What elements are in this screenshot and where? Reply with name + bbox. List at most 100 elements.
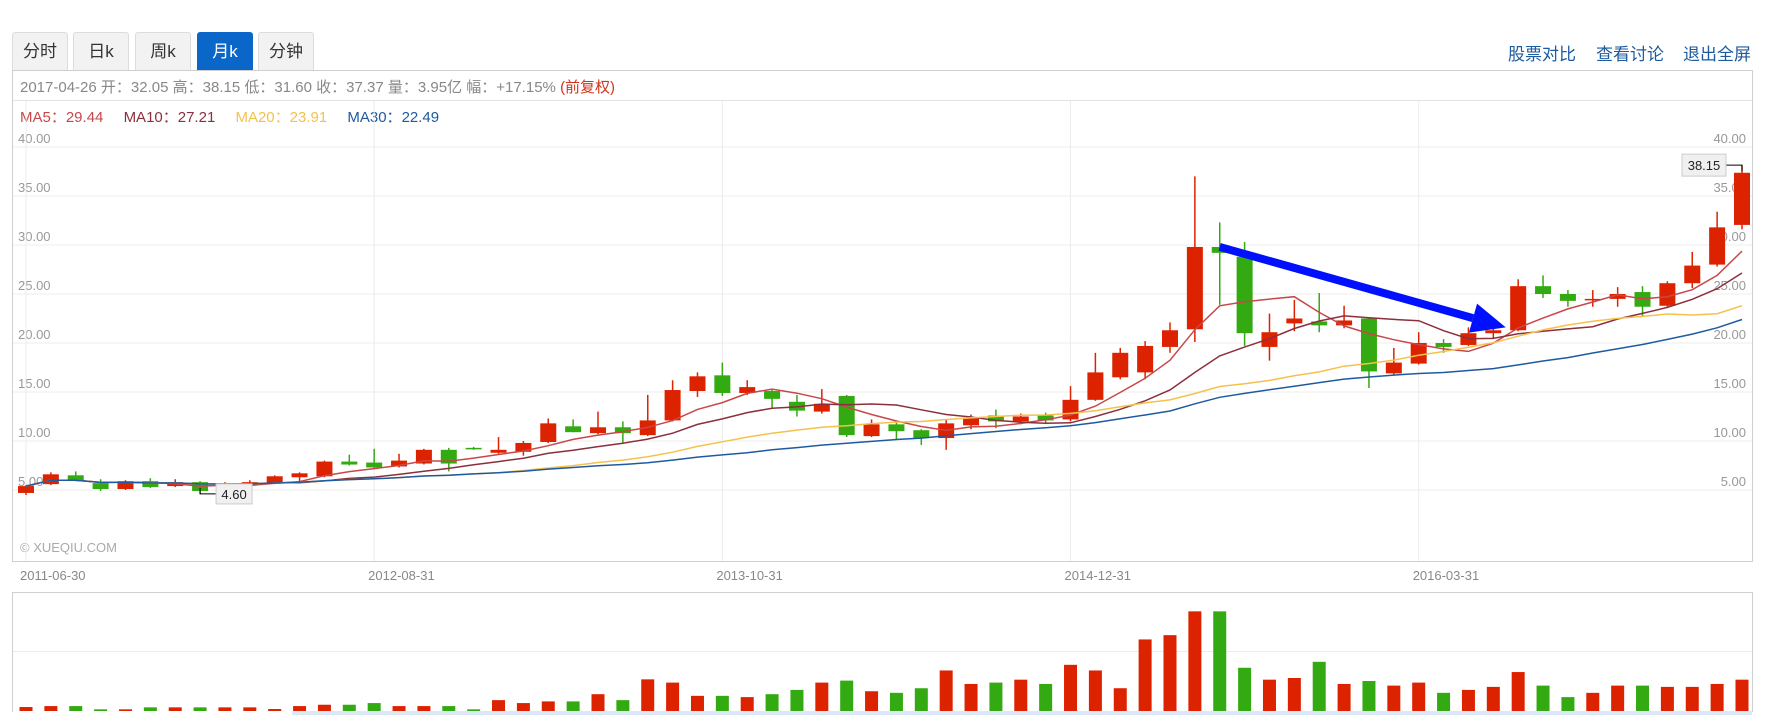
candle-body <box>565 426 582 433</box>
volume-bar <box>44 706 58 711</box>
info-open: 32.05 <box>130 79 169 96</box>
candle <box>714 362 731 396</box>
candle-body <box>1435 343 1452 347</box>
candle-body <box>92 483 109 490</box>
kline-chart-frame <box>12 70 1753 562</box>
adjust-mode[interactable]: (前复权) <box>560 79 616 96</box>
y-tick-label-left: 40.00 <box>18 131 51 146</box>
candle-body <box>1336 320 1353 326</box>
volume-bar <box>690 695 704 711</box>
volume-bar <box>616 700 630 711</box>
candle-body <box>1112 352 1129 378</box>
candle-body <box>18 486 34 493</box>
volume-bar <box>243 707 257 711</box>
tab-weekly-k[interactable]: 周k <box>135 32 191 70</box>
volume-bar <box>1735 679 1749 711</box>
ma20-value: 23.91 <box>289 109 328 126</box>
candle <box>1734 165 1750 230</box>
volume-bar <box>1213 611 1227 711</box>
candle <box>1336 305 1353 329</box>
annotation-arrow-head <box>1468 303 1506 333</box>
volume-bar <box>1536 685 1550 711</box>
volume-bar <box>914 688 928 711</box>
candle-body <box>117 481 134 490</box>
info-open-label: 开： <box>100 79 131 96</box>
candle-body <box>1236 256 1253 334</box>
x-tick-label: 2016-03-31 <box>1413 568 1480 583</box>
candle-body <box>366 462 383 468</box>
candle-body <box>813 403 830 412</box>
volume-bar <box>1163 635 1177 711</box>
y-tick-label-left: 10.00 <box>18 425 51 440</box>
candle-body <box>1311 321 1328 326</box>
view-discussion-link[interactable]: 查看讨论 <box>1596 45 1664 64</box>
candle-body <box>614 427 631 434</box>
volume-bar <box>1064 664 1078 711</box>
info-close: 37.37 <box>346 79 384 96</box>
volume-bar <box>342 704 356 711</box>
ma10-label: MA10： <box>123 109 178 126</box>
candle-body <box>1012 416 1029 422</box>
candle <box>1535 275 1552 298</box>
candle-body <box>1410 343 1427 364</box>
info-divider <box>13 100 1752 101</box>
volume-bar <box>865 691 879 711</box>
volume-bar <box>1387 685 1401 711</box>
volume-bar <box>715 695 729 711</box>
stock-compare-link[interactable]: 股票对比 <box>1508 45 1576 64</box>
x-tick-label: 2012-08-31 <box>368 568 435 583</box>
candle-body <box>1609 294 1626 299</box>
max-marker-line <box>1720 164 1743 172</box>
tab-minute[interactable]: 分钟 <box>258 32 314 70</box>
candle-body <box>1186 246 1203 330</box>
volume-bar <box>666 682 680 711</box>
max-marker-box <box>1681 153 1727 177</box>
ohlc-info-bar: 2017-04-26 开：32.05 高：38.15 低：31.60 收：37.… <box>20 76 615 97</box>
candle <box>1410 332 1427 365</box>
candle <box>1261 313 1278 361</box>
candle <box>1435 339 1452 353</box>
candle-body <box>391 460 408 467</box>
volume-bar <box>939 670 953 711</box>
info-high: 38.15 <box>202 79 241 96</box>
info-low-label: 低： <box>244 79 275 96</box>
candle <box>465 446 482 450</box>
exit-fullscreen-link[interactable]: 退出全屏 <box>1683 45 1751 64</box>
info-volume: 3.95亿 <box>417 79 463 96</box>
candle <box>1286 299 1303 332</box>
volume-bar <box>268 709 282 711</box>
candle-body <box>1485 330 1502 334</box>
min-price-label: 4.60 <box>221 487 246 502</box>
candle-body <box>1385 362 1402 374</box>
candle <box>92 479 109 491</box>
y-tick-label-left: 5.00 <box>18 474 43 489</box>
candle <box>316 460 333 478</box>
candle-body <box>341 461 358 465</box>
copyright-watermark: © XUEQIU.COM <box>20 540 117 555</box>
candle-body <box>316 461 333 477</box>
volume-bar <box>1337 683 1351 711</box>
candle-body <box>515 442 532 452</box>
candle <box>1112 347 1129 380</box>
info-volume-label: 量： <box>387 79 418 96</box>
volume-bar <box>1660 686 1674 711</box>
candle-body <box>490 449 507 453</box>
volume-bar <box>442 706 456 711</box>
candle <box>1559 290 1576 307</box>
x-tick-label: 2013-10-31 <box>716 568 783 583</box>
ma10-legend: MA10：27.21 <box>124 109 216 126</box>
volume-bar <box>193 707 207 711</box>
info-date: 2017-04-26 <box>20 79 97 96</box>
volume-bar <box>1138 639 1152 711</box>
tab-intraday[interactable]: 分时 <box>12 32 68 70</box>
candle <box>813 389 830 414</box>
tab-daily-k[interactable]: 日k <box>73 32 129 70</box>
candle <box>1510 279 1527 332</box>
candle <box>42 472 59 486</box>
volume-bar <box>118 709 132 711</box>
candle <box>987 409 1004 429</box>
info-low: 31.60 <box>274 79 312 96</box>
volume-bar <box>889 692 903 711</box>
tab-monthly-k[interactable]: 月k <box>197 32 253 70</box>
